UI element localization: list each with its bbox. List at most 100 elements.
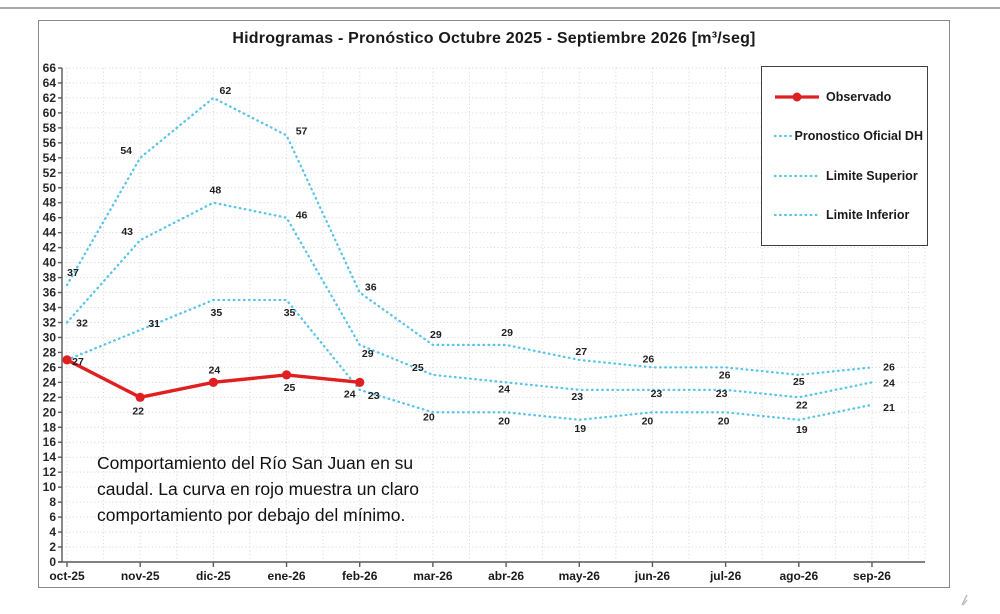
- svg-text:20: 20: [642, 415, 654, 427]
- legend-label: Limite Inferior: [826, 208, 910, 223]
- svg-text:nov-25: nov-25: [121, 569, 160, 583]
- cursor-artifact: [961, 594, 968, 606]
- legend-swatch: [773, 174, 821, 177]
- svg-text:dic-25: dic-25: [196, 569, 231, 583]
- svg-text:29: 29: [362, 348, 374, 360]
- svg-text:54: 54: [43, 151, 57, 165]
- svg-text:21: 21: [883, 402, 895, 414]
- series-limite-inferior: [65, 298, 874, 421]
- data-point-marker: [62, 355, 72, 365]
- svg-text:22: 22: [43, 390, 57, 404]
- svg-text:feb-26: feb-26: [342, 569, 378, 583]
- svg-text:43: 43: [121, 226, 133, 238]
- svg-text:24: 24: [883, 377, 895, 389]
- x-tick-labels: oct-25 nov-25 dic-25 ene-26 feb-26 mar-26 abr-…: [49, 569, 891, 583]
- svg-text:jun-26: jun-26: [634, 569, 671, 583]
- svg-text:8: 8: [49, 495, 56, 509]
- data-point-marker: [281, 370, 292, 380]
- data-point-marker: [208, 377, 218, 387]
- svg-text:46: 46: [43, 211, 57, 225]
- svg-text:24: 24: [43, 375, 57, 389]
- svg-text:6: 6: [49, 510, 56, 524]
- svg-text:may-26: may-26: [559, 569, 601, 583]
- legend-item-pronostico-oficial-dh: Pronostico Oficial DH: [773, 129, 923, 143]
- svg-text:64: 64: [43, 76, 57, 90]
- legend-item-limite-superior: Limite Superior: [773, 169, 923, 183]
- svg-text:34: 34: [43, 301, 57, 315]
- legend-swatch: [773, 135, 792, 138]
- svg-text:29: 29: [501, 327, 513, 339]
- svg-text:mar-26: mar-26: [413, 569, 453, 583]
- svg-text:18: 18: [43, 420, 57, 434]
- svg-text:27: 27: [72, 356, 84, 368]
- top-divider: [0, 7, 1000, 9]
- svg-text:25: 25: [412, 362, 424, 374]
- svg-text:14: 14: [43, 450, 57, 464]
- svg-text:23: 23: [716, 388, 728, 400]
- annotation-line-2: caudal. La curva en rojo muestra un clar…: [97, 479, 419, 499]
- svg-text:36: 36: [43, 286, 57, 300]
- svg-text:28: 28: [43, 345, 57, 359]
- svg-text:10: 10: [43, 480, 57, 494]
- legend-swatch: [775, 92, 819, 102]
- svg-text:36: 36: [365, 282, 377, 294]
- svg-text:26: 26: [883, 361, 895, 373]
- svg-text:56: 56: [43, 136, 57, 150]
- y-tick-labels: 0246810121416182022242628303234363840424…: [43, 61, 57, 569]
- svg-text:24: 24: [344, 388, 356, 400]
- data-point-marker: [135, 392, 145, 402]
- axes: [58, 67, 925, 567]
- svg-text:32: 32: [43, 315, 57, 329]
- legend-item-limite-inferior: Limite Inferior: [773, 208, 923, 222]
- svg-text:46: 46: [296, 210, 308, 222]
- svg-text:24: 24: [498, 383, 510, 395]
- svg-text:22: 22: [796, 399, 808, 411]
- data-labels: 27 22 24 25 24 32 43 48 46 29 25 24 23 23 23 22 24 37 54 62…: [67, 85, 895, 436]
- svg-text:42: 42: [43, 241, 57, 255]
- svg-text:2: 2: [49, 540, 56, 554]
- svg-text:54: 54: [120, 145, 132, 157]
- svg-text:jul-26: jul-26: [709, 569, 742, 583]
- svg-text:44: 44: [43, 226, 57, 240]
- svg-text:27: 27: [575, 346, 587, 358]
- series-observado: [62, 355, 365, 402]
- svg-text:32: 32: [76, 317, 88, 329]
- svg-text:19: 19: [574, 423, 586, 435]
- svg-text:ene-26: ene-26: [268, 569, 306, 583]
- svg-text:26: 26: [643, 353, 655, 365]
- svg-text:sep-26: sep-26: [853, 569, 891, 583]
- legend-label: Observado: [826, 89, 892, 104]
- svg-text:20: 20: [423, 411, 435, 423]
- svg-text:16: 16: [43, 435, 57, 449]
- svg-text:26: 26: [719, 369, 731, 381]
- data-point-marker: [355, 377, 365, 387]
- svg-text:38: 38: [43, 271, 57, 285]
- svg-text:25: 25: [793, 376, 805, 388]
- svg-text:22: 22: [132, 405, 144, 417]
- legend-item-observado: Observado: [773, 90, 923, 104]
- svg-text:ago-26: ago-26: [779, 569, 818, 583]
- svg-text:37: 37: [67, 267, 79, 279]
- svg-text:58: 58: [43, 121, 57, 135]
- svg-text:4: 4: [49, 525, 56, 539]
- annotation-line-1: Comportamiento del Río San Juan en su: [97, 453, 414, 473]
- svg-text:25: 25: [284, 382, 296, 394]
- svg-text:30: 30: [43, 330, 57, 344]
- svg-text:60: 60: [43, 106, 57, 120]
- chart-title: Hidrogramas - Pronóstico Octubre 2025 - …: [232, 30, 756, 47]
- svg-text:62: 62: [43, 91, 57, 105]
- svg-text:31: 31: [148, 318, 160, 330]
- legend-swatch: [773, 214, 821, 217]
- svg-text:48: 48: [43, 196, 57, 210]
- annotation-line-3: comportamiento por debajo del mínimo.: [97, 505, 406, 525]
- svg-text:62: 62: [220, 85, 232, 97]
- svg-text:19: 19: [796, 424, 808, 436]
- svg-text:oct-25: oct-25: [49, 569, 85, 583]
- svg-text:48: 48: [210, 185, 222, 197]
- svg-text:12: 12: [43, 465, 57, 479]
- svg-text:24: 24: [209, 364, 221, 376]
- svg-text:20: 20: [718, 415, 730, 427]
- legend: Observado Pronostico Oficial DH Limite Sup…: [761, 66, 928, 246]
